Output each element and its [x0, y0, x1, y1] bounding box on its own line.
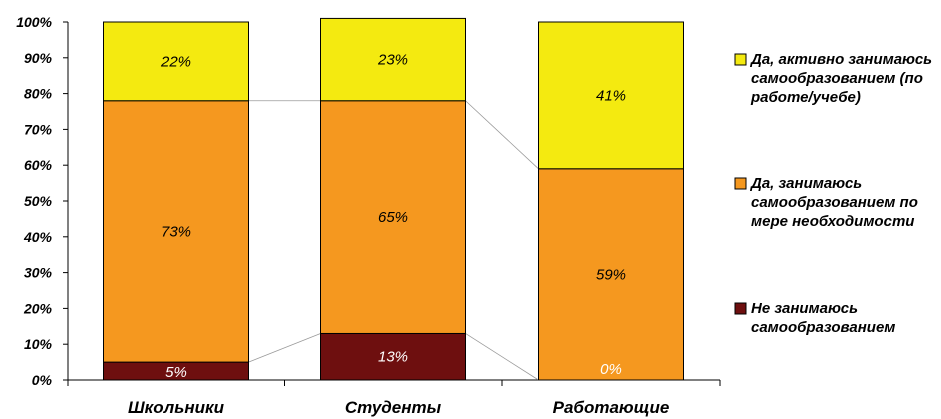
legend: Да, активно занимаюсь самообразованием (п… [734, 51, 932, 336]
axis-layer: 0% 10% 20% 30% 40% 50% 60% 70% 80% 90% 100% Школьни… [16, 14, 721, 417]
data-label: 65% [378, 209, 408, 226]
bar-segment [320, 332, 466, 381]
legend-swatch [734, 53, 747, 66]
bar-segment [103, 21, 249, 102]
legend-label: Не занимаюсь [751, 300, 858, 317]
y-tick-label: 50% [24, 193, 53, 209]
series-line [248, 333, 321, 363]
y-tick-label: 100% [16, 14, 52, 30]
y-tick-label: 40% [23, 229, 53, 245]
y-tick-label: 70% [24, 121, 53, 137]
legend-label: самообразованием [751, 319, 895, 336]
x-tick-label: Работающие [553, 398, 670, 417]
legend-label: самообразованием (по [751, 70, 923, 87]
data-label: 13% [378, 349, 408, 366]
bar-segment [320, 17, 466, 102]
legend-label: работе/учебе) [750, 89, 861, 106]
legend-swatch [734, 177, 747, 190]
series-lines [248, 100, 539, 381]
x-tick-label: Студенты [345, 398, 442, 417]
legend-label: мере необходимости [751, 213, 914, 230]
legend-label: Да, активно занимаюсь [749, 51, 932, 68]
bar-segment [538, 21, 684, 170]
data-label: 41% [596, 87, 626, 104]
data-label: 73% [161, 223, 191, 240]
bars [103, 17, 684, 381]
y-tick-label: 20% [23, 300, 53, 316]
y-tick-label: 90% [24, 50, 53, 66]
legend-label: Да, занимаюсь [749, 175, 862, 192]
y-tick-label: 60% [24, 157, 53, 173]
legend-swatch [734, 302, 747, 315]
x-tick-label: Школьники [128, 398, 225, 417]
data-label: 22% [160, 53, 191, 70]
legend-label: самообразованием по [751, 194, 918, 211]
y-tick-label: 30% [24, 265, 53, 281]
data-label: 0% [600, 361, 622, 378]
data-labels: 5% 13% 0% 73% 65% 59% 22% 23% 41% [160, 52, 626, 381]
data-label: 59% [596, 266, 626, 283]
y-tick-label: 80% [24, 86, 53, 102]
series-line [465, 333, 539, 381]
bar-segment [103, 100, 249, 363]
y-tick-label: 10% [24, 336, 53, 352]
data-label: 23% [377, 52, 408, 69]
data-label: 5% [165, 364, 187, 381]
bar-segment [538, 168, 684, 381]
y-tick-label: 0% [32, 372, 53, 388]
series-line [465, 100, 539, 170]
